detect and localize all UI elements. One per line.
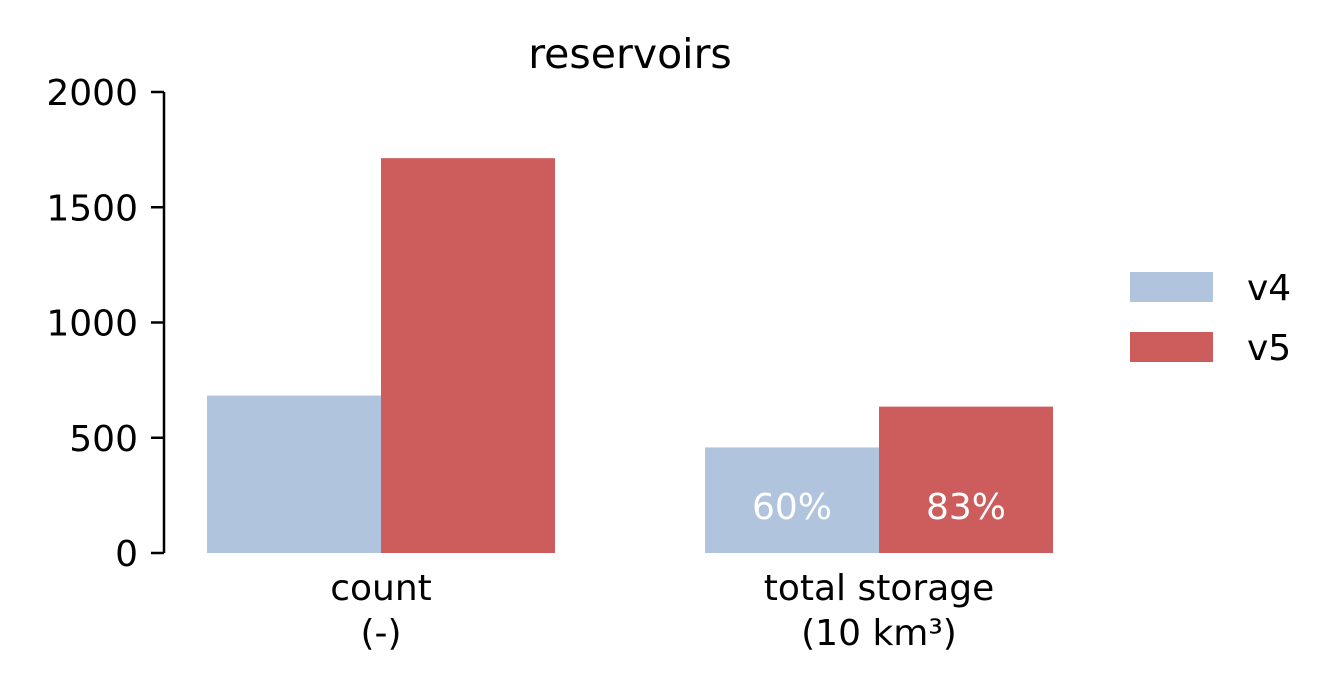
bars: 60% 83% bbox=[207, 158, 1053, 553]
x-tick-label: (10 km³) bbox=[801, 613, 957, 654]
legend-label-v4: v4 bbox=[1247, 268, 1291, 309]
legend-swatch-v5 bbox=[1130, 332, 1213, 362]
y-tick-label: 1000 bbox=[46, 304, 138, 345]
bar-data-label: 60% bbox=[752, 487, 832, 528]
y-tick-label: 1500 bbox=[46, 188, 138, 229]
x-tick-label: total storage bbox=[764, 568, 995, 609]
chart-title: reservoirs bbox=[528, 30, 732, 78]
legend-swatch-v4 bbox=[1130, 272, 1213, 302]
y-axis: 0 500 1000 1500 2000 bbox=[46, 73, 166, 575]
y-tick-label: 2000 bbox=[46, 73, 138, 114]
x-tick-label: count bbox=[330, 568, 432, 609]
bar-v4-1 bbox=[705, 447, 879, 553]
bar-v5-1 bbox=[879, 406, 1053, 553]
x-axis: count(-) total storage(10 km³) bbox=[330, 568, 994, 654]
x-tick-label: (-) bbox=[360, 613, 401, 654]
bar-v4-0 bbox=[207, 395, 381, 553]
bar-v5-0 bbox=[381, 158, 555, 553]
legend-label-v5: v5 bbox=[1247, 328, 1291, 369]
y-tick-label: 500 bbox=[69, 419, 138, 460]
bar-data-label: 83% bbox=[926, 487, 1006, 528]
y-tick-label: 0 bbox=[115, 534, 138, 575]
